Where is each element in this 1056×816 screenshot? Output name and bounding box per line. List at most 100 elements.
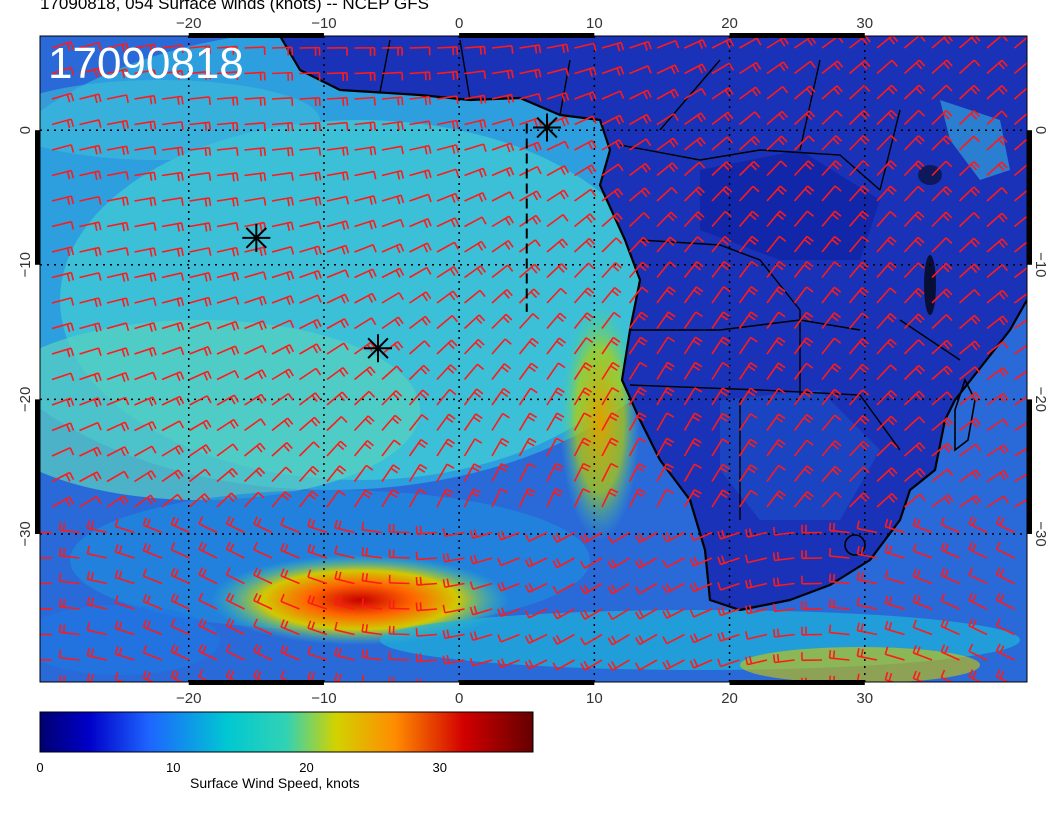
wind-barb bbox=[656, 64, 680, 75]
wind-barb bbox=[821, 388, 842, 406]
wind-barb bbox=[142, 619, 163, 636]
right-lat-label: −30 bbox=[1032, 521, 1049, 546]
wind-barb bbox=[601, 462, 619, 482]
wind-barb bbox=[161, 121, 184, 130]
wind-barb bbox=[931, 468, 954, 483]
wind-barb bbox=[469, 529, 493, 540]
axis-ticks: −20 −20 −10 −10 0 0 10 10 20 20 30 30 0 0 −10 −10 −20 −20… bbox=[17, 15, 1049, 707]
wind-barb bbox=[958, 366, 981, 381]
wind-barb bbox=[519, 190, 542, 202]
wind-barb bbox=[134, 247, 157, 257]
wind-barb bbox=[739, 37, 762, 49]
wind-barb bbox=[601, 66, 625, 76]
wind-barb bbox=[848, 363, 870, 381]
wind-barb bbox=[848, 338, 870, 355]
wind-barb bbox=[793, 286, 814, 304]
wind-barb bbox=[601, 286, 622, 304]
wind-barb bbox=[1014, 447, 1027, 457]
wind-barb bbox=[821, 85, 843, 100]
wind-barb bbox=[497, 581, 520, 592]
wind-barb bbox=[388, 549, 410, 559]
wind-barb bbox=[216, 147, 239, 156]
wind-barb bbox=[408, 364, 430, 381]
wind-barb bbox=[170, 516, 190, 534]
wind-barb bbox=[51, 397, 75, 408]
wind-barb bbox=[354, 268, 377, 279]
wind-barb bbox=[546, 362, 566, 380]
wind-barb bbox=[415, 653, 438, 663]
wind-barb bbox=[106, 145, 129, 156]
wind-barb bbox=[986, 392, 1009, 406]
wind-barb bbox=[931, 237, 953, 253]
wind-barb bbox=[968, 618, 988, 636]
wind-barb bbox=[225, 618, 245, 636]
wind-barb bbox=[491, 264, 514, 279]
wind-barb bbox=[244, 271, 267, 280]
wind-barb bbox=[601, 212, 623, 228]
wind-barb bbox=[463, 314, 486, 330]
wind-barb bbox=[189, 96, 212, 105]
wind-barb bbox=[216, 492, 238, 508]
wind-barb bbox=[518, 313, 540, 330]
wind-barb bbox=[628, 437, 647, 457]
wind-barb bbox=[464, 265, 487, 279]
wind-barb bbox=[280, 619, 300, 636]
wind-barb bbox=[912, 619, 933, 636]
wind-barb bbox=[656, 88, 680, 100]
wind-barb bbox=[995, 669, 1010, 682]
wind-barb bbox=[79, 297, 102, 307]
wind-barb bbox=[334, 570, 355, 585]
wind-barb bbox=[161, 146, 184, 156]
wind-barb bbox=[134, 43, 157, 54]
graticule bbox=[40, 36, 1027, 682]
wind-barb bbox=[491, 289, 513, 304]
wind-barb bbox=[958, 237, 981, 253]
wind-barb bbox=[738, 413, 758, 431]
wind-barb bbox=[601, 311, 621, 329]
wind-barb bbox=[58, 522, 80, 534]
wind-barb bbox=[134, 445, 157, 457]
wind-barb bbox=[995, 567, 1015, 585]
wind-barb bbox=[188, 493, 211, 508]
wind-barb bbox=[684, 63, 707, 75]
wind-barb bbox=[903, 262, 925, 279]
wind-barb bbox=[546, 189, 569, 202]
wind-barb bbox=[353, 489, 373, 508]
wind-barb bbox=[381, 365, 403, 381]
wind-barb bbox=[170, 593, 190, 610]
wind-barb bbox=[607, 608, 630, 620]
wind-barb bbox=[51, 220, 75, 230]
wind-barb bbox=[491, 142, 515, 153]
wind-barb bbox=[134, 120, 157, 130]
lon-scale-bar bbox=[188, 680, 324, 685]
wind-barb bbox=[601, 361, 620, 380]
wind-barb bbox=[58, 649, 80, 661]
wind-barb bbox=[326, 490, 346, 508]
wind-barb bbox=[884, 646, 905, 661]
wind-barb bbox=[189, 197, 212, 207]
wind-barb bbox=[546, 263, 568, 279]
wind-barb bbox=[711, 260, 731, 278]
lat-scale-bar bbox=[35, 130, 40, 265]
wind-barb bbox=[463, 289, 486, 304]
wind-barb bbox=[848, 261, 869, 279]
wind-barb bbox=[408, 463, 428, 482]
colorbar-title: Surface Wind Speed, knots bbox=[190, 775, 360, 791]
wind-barb bbox=[793, 362, 814, 380]
wind-barb bbox=[958, 263, 981, 279]
wind-barb bbox=[931, 494, 954, 508]
wind-barb bbox=[607, 531, 630, 544]
wind-barb bbox=[903, 135, 925, 151]
wind-barb bbox=[711, 412, 730, 431]
wind-barb bbox=[253, 541, 273, 559]
wind-barb bbox=[546, 43, 569, 54]
wind-barb bbox=[464, 192, 487, 203]
wind-barb bbox=[628, 488, 647, 508]
wind-barb bbox=[986, 264, 1009, 279]
wind-barb bbox=[801, 626, 823, 636]
wind-barb bbox=[326, 121, 349, 131]
wind-barb bbox=[656, 437, 675, 457]
wind-barb bbox=[628, 212, 651, 228]
wind-barb bbox=[334, 545, 355, 559]
wind-barb bbox=[903, 313, 925, 330]
